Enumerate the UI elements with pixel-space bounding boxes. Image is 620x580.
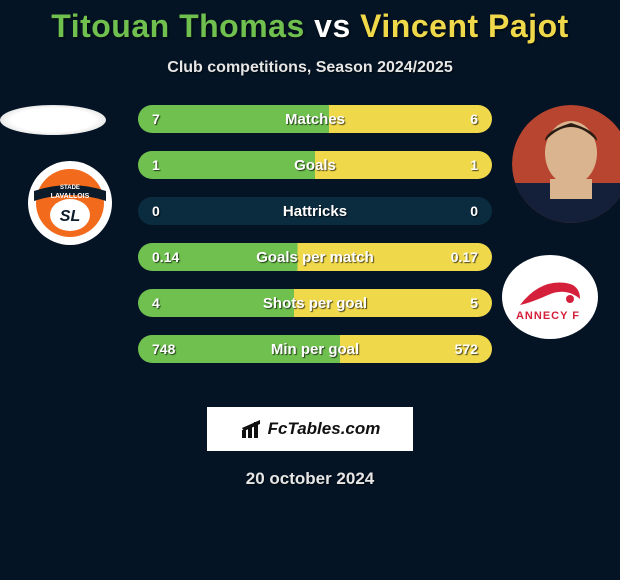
stat-left-value: 0.14 <box>152 249 179 265</box>
player2-name: Vincent Pajot <box>360 8 569 44</box>
svg-text:ANNECY F: ANNECY F <box>516 310 580 322</box>
svg-text:SL: SL <box>60 208 80 225</box>
stat-right-value: 572 <box>455 341 478 357</box>
svg-text:LAVALLOIS: LAVALLOIS <box>51 193 90 200</box>
stade-lavallois-badge: LAVALLOIS STADE SL <box>20 161 120 245</box>
stat-row: 748 Min per goal 572 <box>138 335 492 363</box>
fctables-icon <box>240 418 264 440</box>
stat-row: 4 Shots per goal 5 <box>138 289 492 317</box>
stat-left-value: 0 <box>152 203 160 219</box>
vs-separator: vs <box>305 8 360 44</box>
stat-right-value: 1 <box>470 157 478 173</box>
stat-label: Matches <box>285 111 345 128</box>
fctables-label: FcTables.com <box>268 419 381 439</box>
stat-label: Goals per match <box>256 249 374 266</box>
stat-row: 0 Hattricks 0 <box>138 197 492 225</box>
stat-row: 0.14 Goals per match 0.17 <box>138 243 492 271</box>
stat-label: Shots per goal <box>263 295 367 312</box>
stat-right-value: 0.17 <box>451 249 478 265</box>
stat-left-value: 7 <box>152 111 160 127</box>
stade-lavallois-badge-svg: LAVALLOIS STADE SL <box>20 161 120 245</box>
stat-left-value: 1 <box>152 157 160 173</box>
annecy-fc-badge: ANNECY F <box>500 255 600 339</box>
stat-label: Min per goal <box>271 341 359 358</box>
titouan-thomas-avatar <box>0 105 106 135</box>
stat-row: 7 Matches 6 <box>138 105 492 133</box>
vincent-pajot-avatar <box>512 105 620 223</box>
stat-label: Hattricks <box>283 203 347 220</box>
stat-left-value: 4 <box>152 295 160 311</box>
stat-right-value: 0 <box>470 203 478 219</box>
subtitle: Club competitions, Season 2024/2025 <box>0 59 620 77</box>
stat-left-value: 748 <box>152 341 175 357</box>
stat-label: Goals <box>294 157 336 174</box>
fctables-branding: FcTables.com <box>207 407 413 451</box>
stat-right-value: 5 <box>470 295 478 311</box>
svg-text:STADE: STADE <box>60 185 80 191</box>
page-title: Titouan Thomas vs Vincent Pajot <box>0 0 620 45</box>
date-label: 20 october 2024 <box>0 469 620 489</box>
stat-right-value: 6 <box>470 111 478 127</box>
player1-name: Titouan Thomas <box>51 8 305 44</box>
stats-container: 7 Matches 6 1 Goals 1 0 Hattricks 0 0.14 Goals per… <box>138 105 492 381</box>
stat-row: 1 Goals 1 <box>138 151 492 179</box>
comparison-content: LAVALLOIS STADE SL ANNECY F <box>0 105 620 489</box>
